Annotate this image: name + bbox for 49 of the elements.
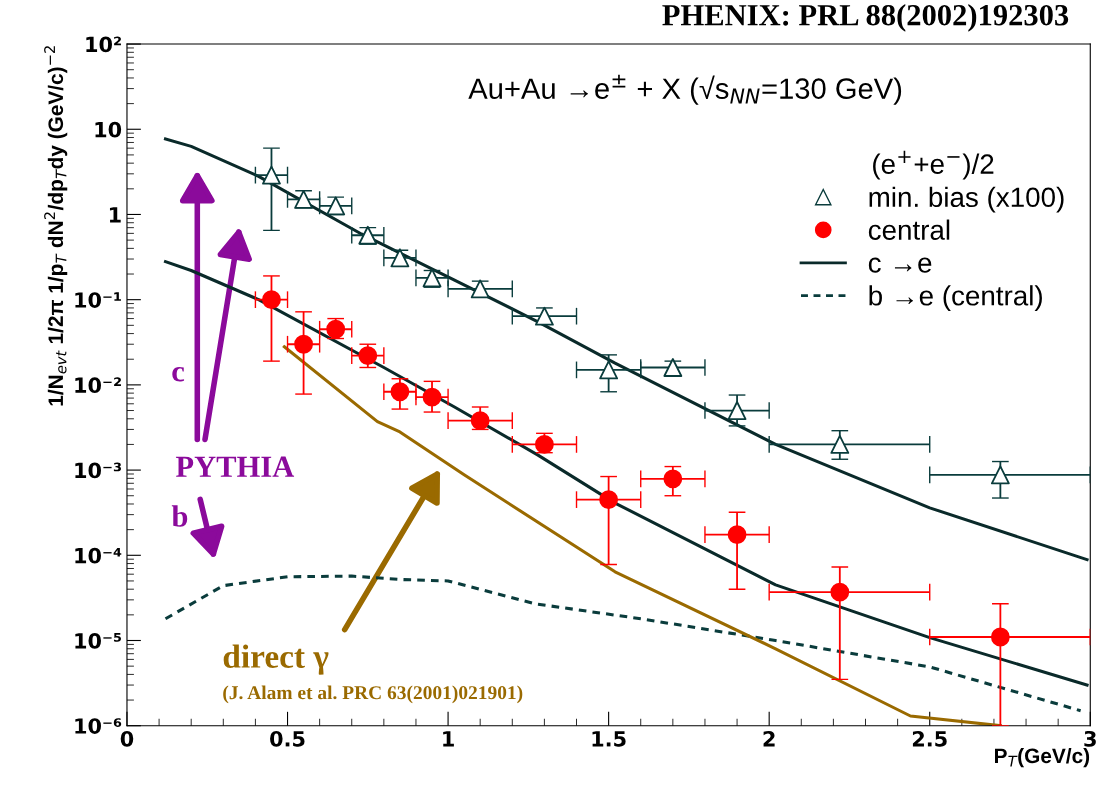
y-tick-label: 10⁻⁴ — [75, 547, 122, 564]
point — [663, 469, 683, 489]
point — [390, 382, 410, 402]
point — [390, 248, 410, 268]
legend-label: c →e — [868, 257, 932, 273]
annotation: direct γ — [223, 644, 329, 675]
text: 1/N$_{evt}$ 1/2π 1/p$_{T}$ dN$^{2}$/dp$_{T}$dy (GeV/c)$^{−2}$ — [44, 46, 68, 406]
y-tick-label: 10⁻⁵ — [75, 632, 121, 649]
annotation: c — [172, 366, 185, 382]
text: Au+Au →e$^{±}$ + X (√s$_{NN}$=130 GeV) — [468, 74, 902, 105]
x-tick-label: 1 — [443, 731, 454, 747]
annotation: PYTHIA — [175, 456, 295, 477]
point — [727, 401, 747, 420]
point — [830, 582, 850, 602]
point — [727, 525, 747, 544]
y-tick-label: 10⁻⁶ — [75, 718, 122, 734]
annotation: b — [171, 505, 188, 527]
x-tick-label: 3 — [1084, 730, 1096, 747]
point — [990, 627, 1010, 647]
x-tick-label: 2.5 — [912, 730, 947, 747]
chart-title: PHENIX: PRL 88(2002)192303 — [662, 4, 1069, 32]
x-tick-label: 0 — [120, 730, 134, 747]
legend-label: central — [868, 219, 950, 240]
x-axis-title: P$_{T}$(GeV/c) — [995, 747, 1090, 768]
point — [599, 360, 619, 380]
annotation: (J. Alam et al. PRC 63(2001)021901) — [223, 685, 523, 704]
y-tick-label: 1 — [109, 207, 121, 223]
y-tick-label: 10⁻² — [75, 377, 121, 394]
point — [990, 465, 1010, 485]
point — [599, 490, 619, 510]
point — [422, 387, 442, 407]
point — [534, 306, 554, 326]
legend-label: b →e (central) — [869, 285, 1042, 312]
line-series — [163, 574, 1083, 713]
y-tick-label: 10 — [95, 121, 122, 138]
point — [470, 411, 490, 431]
y-tick-label: 10⁻¹ — [75, 292, 121, 308]
y-tick-label: 10⁻³ — [75, 462, 121, 479]
point — [294, 334, 313, 354]
line-series — [163, 137, 1089, 562]
legend-label: min. bias (x100) — [869, 186, 1064, 213]
legend-title: (e$^{+}$+e$^{−}$)/2 — [873, 150, 994, 180]
point — [262, 290, 281, 310]
x-tick-label: 2 — [763, 730, 775, 747]
point — [830, 435, 850, 454]
x-tick-label: 1.5 — [592, 731, 626, 747]
y-tick-label: 10² — [86, 36, 121, 53]
point — [262, 165, 281, 185]
x-tick-label: 0.5 — [270, 730, 305, 747]
